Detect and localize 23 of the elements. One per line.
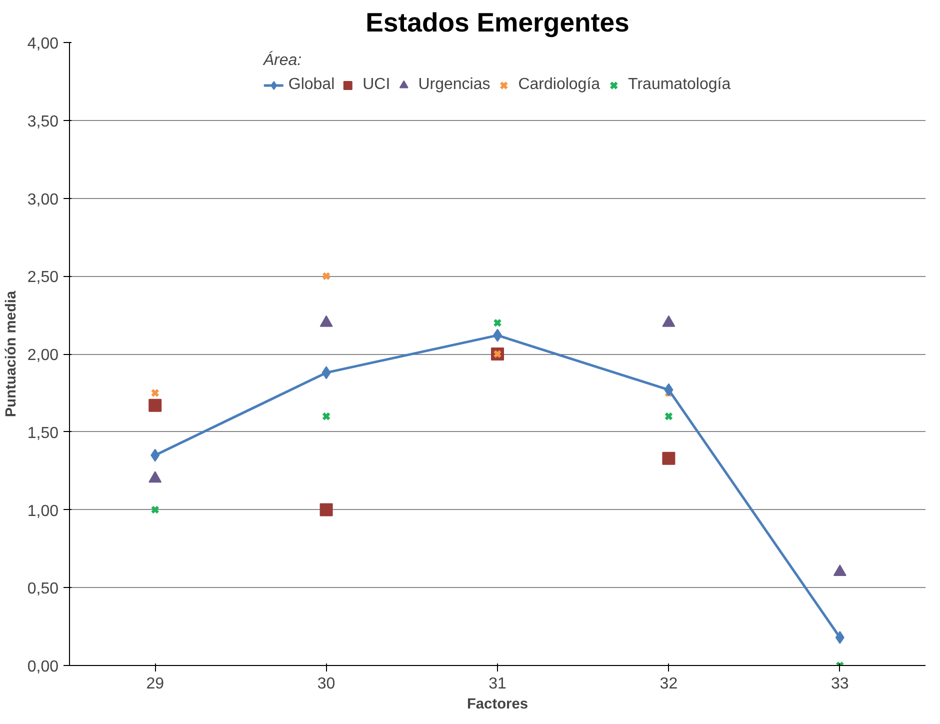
y-tick-label: 3,00 bbox=[27, 191, 59, 208]
legend-label: UCI bbox=[362, 76, 390, 94]
chart-title: Estados Emergentes bbox=[366, 8, 630, 38]
y-tick-label: 1,00 bbox=[27, 502, 59, 520]
y-tick-label: 3,50 bbox=[27, 113, 59, 130]
y-tick-label: 2,50 bbox=[27, 269, 59, 286]
y-tick-label: 1,50 bbox=[27, 424, 59, 442]
x-axis-title: Factores bbox=[466, 696, 528, 712]
x-tick-label: 30 bbox=[317, 676, 336, 692]
legend-label: Traumatología bbox=[628, 76, 731, 94]
legend-label: Urgencias bbox=[418, 76, 490, 94]
y-tick-label: 2,00 bbox=[27, 347, 59, 364]
legend-label: Global bbox=[288, 76, 335, 94]
y-axis-title: Puntuación media bbox=[3, 290, 20, 418]
y-tick-label: 0,00 bbox=[27, 658, 59, 676]
legend-label: Cardiología bbox=[518, 76, 600, 94]
x-tick-label: 31 bbox=[488, 676, 506, 692]
legend-title: Área: bbox=[263, 52, 303, 70]
y-tick-label: 0,50 bbox=[27, 580, 59, 598]
x-tick-label: 32 bbox=[660, 676, 678, 692]
y-tick-label: 4,00 bbox=[27, 36, 59, 52]
x-tick-label: 29 bbox=[146, 676, 164, 692]
x-tick-label: 33 bbox=[831, 676, 849, 692]
